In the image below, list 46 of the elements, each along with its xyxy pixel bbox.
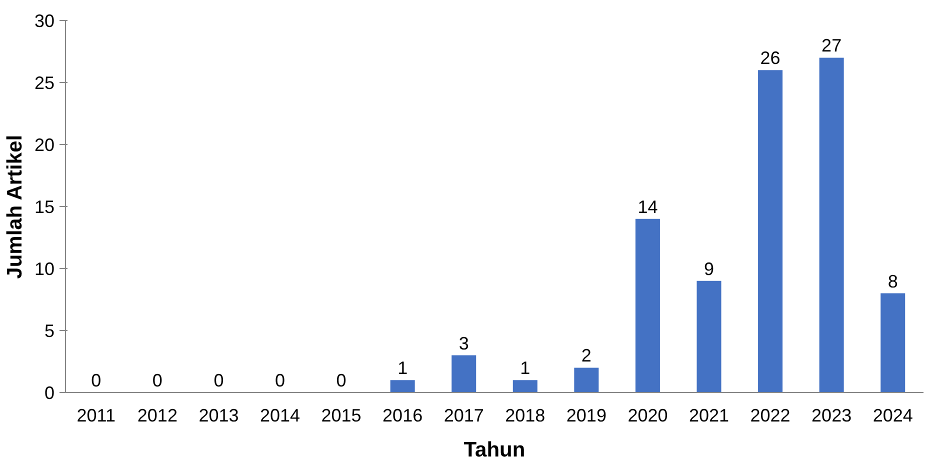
- x-axis-title: Tahun: [464, 438, 526, 462]
- data-label: 27: [822, 36, 842, 56]
- data-label: 26: [760, 48, 780, 68]
- y-tick-label: 0: [44, 383, 55, 403]
- data-label: 0: [214, 370, 224, 390]
- bar: [635, 218, 660, 392]
- y-tick-label: 5: [44, 321, 55, 341]
- x-tick-label: 2021: [688, 406, 730, 426]
- data-label: 8: [888, 271, 898, 292]
- data-label: 1: [398, 358, 408, 378]
- bar: [390, 380, 415, 392]
- data-label: 0: [91, 370, 102, 390]
- y-tick-label: 30: [34, 11, 55, 31]
- x-tick-label: 2023: [812, 406, 852, 426]
- data-label: 1: [520, 358, 530, 378]
- x-tick-label: 2011: [76, 406, 116, 426]
- x-tick-label: 2012: [137, 406, 178, 426]
- data-label: 9: [704, 258, 714, 279]
- y-axis-title: Jumlah Artikel: [3, 134, 26, 279]
- data-label: 2: [581, 346, 592, 366]
- x-tick-label: 2018: [505, 406, 546, 426]
- bar: [452, 355, 476, 392]
- x-tick-label: 2017: [444, 406, 484, 426]
- bar: [819, 58, 844, 392]
- bar: [512, 380, 538, 392]
- bar: [880, 293, 906, 392]
- bar: [758, 70, 783, 392]
- data-label: 3: [458, 333, 469, 354]
- bar: [574, 368, 599, 392]
- data-label: 0: [274, 370, 286, 390]
- x-tick-label: 2019: [566, 406, 606, 426]
- x-tick-label: 2014: [260, 406, 300, 426]
- data-label: 0: [336, 370, 346, 390]
- y-tick-label: 10: [34, 259, 55, 279]
- x-tick-label: 2013: [198, 406, 239, 426]
- x-tick-label: 2016: [382, 406, 423, 426]
- x-tick-label: 2024: [872, 406, 913, 426]
- x-tick-label: 2015: [321, 406, 362, 426]
- data-label: 0: [152, 370, 162, 390]
- data-label: 14: [638, 196, 658, 217]
- x-tick-label: 2022: [750, 406, 790, 426]
- y-tick-label: 15: [34, 197, 55, 217]
- y-tick-label: 20: [34, 135, 55, 155]
- x-tick-label: 2020: [628, 406, 668, 426]
- y-tick-label: 25: [34, 73, 55, 93]
- bar: [696, 280, 722, 392]
